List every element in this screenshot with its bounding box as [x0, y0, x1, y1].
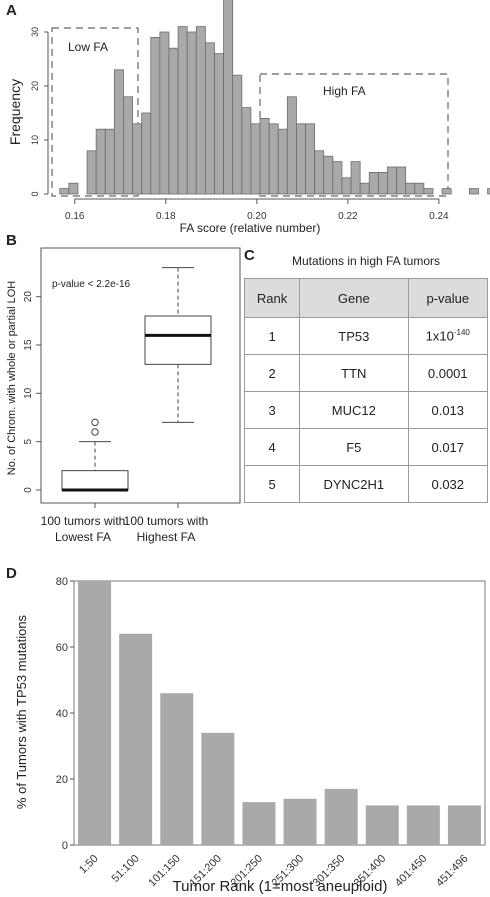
high-fa-label: High FA [323, 84, 366, 98]
mutation-table: Rank Gene p-value 1 TP53 1x10-140 2 TTN … [243, 278, 489, 503]
panel-c-letter: C [244, 247, 255, 264]
low-fa-label: Low FA [68, 40, 108, 54]
gene-cell: MUC12 [299, 391, 409, 429]
y-tick-label: 30 [30, 27, 40, 37]
category-label: 1:50 [77, 853, 101, 877]
pvalue-exponent: -140 [453, 328, 470, 338]
bar [242, 802, 276, 845]
panel-d-letter: D [6, 565, 17, 582]
y-tick-label: 10 [23, 387, 34, 399]
pvalue-base: 1x10 [425, 328, 454, 344]
bar [447, 805, 481, 845]
y-axis-label: Frequency [7, 79, 23, 145]
bar [406, 805, 440, 845]
rank-cell: 2 [243, 354, 301, 392]
bar [160, 693, 194, 845]
bar [119, 633, 153, 845]
histogram-bar [441, 188, 452, 195]
x-tick-label: 0.16 [65, 211, 85, 222]
y-tick-label: 20 [23, 291, 34, 303]
y-tick-label: 20 [56, 774, 68, 786]
histogram-bar [487, 188, 490, 195]
category-label: 401:450 [393, 853, 430, 890]
p-value-annotation: p-value < 2.2e-16 [52, 279, 131, 290]
table-header-row: Rank Gene p-value [243, 278, 489, 318]
group-label-line2: Lowest FA [55, 530, 111, 544]
box [144, 315, 212, 365]
panel-a-letter: A [6, 2, 17, 19]
histogram-bar [396, 166, 407, 195]
pvalue-cell: 0.032 [407, 465, 489, 503]
group-label-line1: 100 tumors with [124, 514, 209, 528]
category-label: 51:100 [109, 853, 141, 885]
pvalue-cell: 1x10-140 [407, 317, 489, 355]
y-axis-label: % of Tumors with TP53 mutations [14, 614, 29, 809]
bar [283, 798, 317, 845]
table-row: 4 F5 0.017 [243, 428, 489, 466]
x-axis-label: Tumor Rank (1=most aneuploid) [173, 878, 388, 895]
gene-cell: F5 [299, 428, 409, 466]
loh-boxplot: 0 5 10 15 20 100 tumors with Lowest FA 100 tumo… [6, 247, 241, 544]
x-tick-label: 0.22 [338, 211, 358, 222]
header-pvalue: p-value [407, 278, 489, 318]
low-fa-region [51, 27, 139, 197]
group-label-line1: 100 tumors with [41, 514, 126, 528]
category-label: 451:496 [434, 853, 471, 890]
header-rank: Rank [243, 278, 301, 318]
fa-score-histogram: 0.16 0.18 0.20 0.22 0.24 0 10 20 30 FA score (rel… [7, 0, 490, 235]
outlier-point [91, 428, 99, 436]
bar [78, 581, 112, 845]
y-tick-label: 10 [30, 135, 40, 145]
gene-cell: DYNC2H1 [299, 465, 409, 503]
y-tick-label: 80 [56, 576, 68, 588]
bar [365, 805, 399, 845]
y-tick-label: 0 [62, 840, 68, 852]
table-row: 1 TP53 1x10-140 [243, 317, 489, 355]
x-tick-label: 0.18 [156, 211, 176, 222]
x-tick-label: 0.20 [247, 211, 267, 222]
table-row: 5 DYNC2H1 0.032 [243, 465, 489, 503]
y-axis-label: No. of Chrom. with whole or partial LOH [6, 281, 18, 475]
bar [324, 788, 358, 845]
table-title: Mutations in high FA tumors [291, 254, 441, 268]
y-tick-label: 5 [23, 438, 34, 444]
y-tick-label: 15 [23, 339, 34, 351]
pvalue-cell: 0.013 [407, 391, 489, 429]
x-tick-label: 0.24 [429, 211, 449, 222]
y-tick-label: 40 [56, 708, 68, 720]
y-tick-label: 20 [30, 81, 40, 91]
pvalue-cell: 0.017 [407, 428, 489, 466]
histogram-bar [350, 161, 361, 195]
x-axis-label: FA score (relative number) [180, 221, 321, 235]
histogram-bar [423, 188, 434, 195]
y-tick-label: 0 [30, 191, 40, 196]
y-tick-label: 60 [56, 642, 68, 654]
bar [201, 732, 235, 845]
group-label-line2: Highest FA [137, 530, 196, 544]
histogram-bar [468, 188, 479, 195]
rank-cell: 5 [243, 465, 301, 503]
panel-b-letter: B [6, 232, 17, 249]
histogram-bar [68, 182, 79, 195]
outlier-point [91, 418, 99, 427]
y-tick-label: 0 [23, 487, 34, 493]
